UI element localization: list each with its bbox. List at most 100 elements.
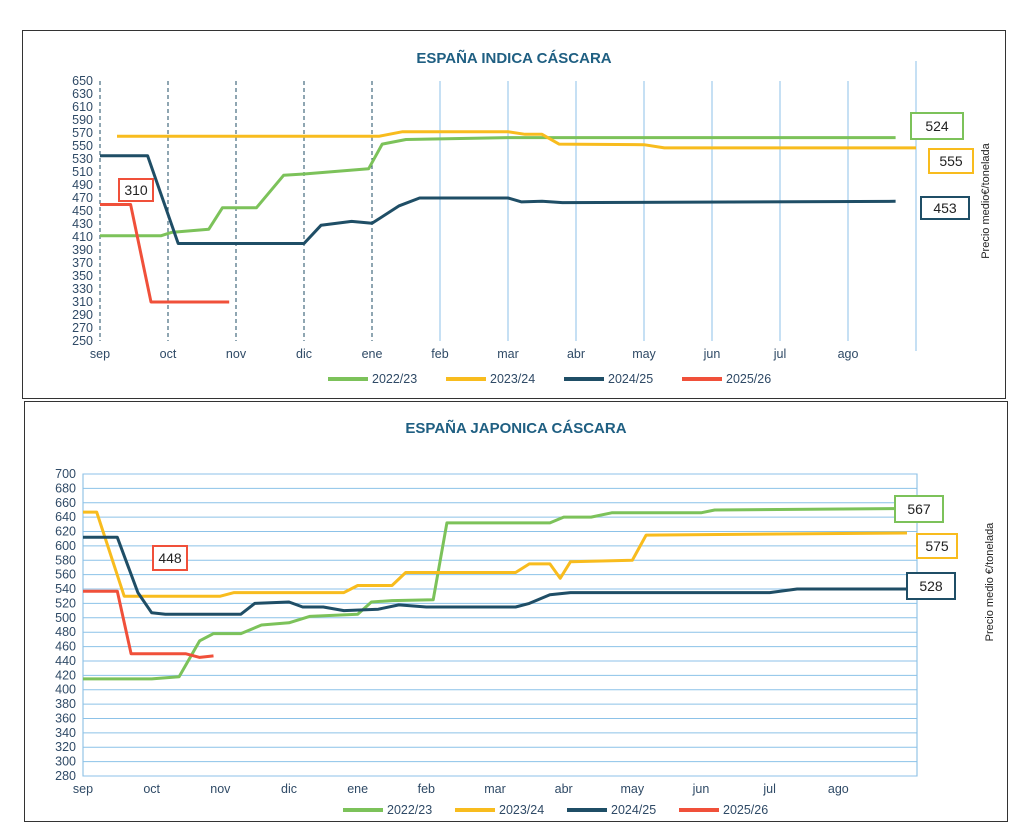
y-tick-label: 330 bbox=[72, 282, 93, 296]
series-line-2023-24 bbox=[117, 130, 916, 150]
y-tick-label: 550 bbox=[72, 139, 93, 153]
value-label: 567 bbox=[907, 501, 931, 517]
x-tick-label: feb bbox=[418, 782, 435, 796]
x-tick-label: mar bbox=[497, 347, 519, 361]
value-label-box bbox=[906, 572, 956, 600]
x-tick-label: dic bbox=[281, 782, 297, 796]
y-tick-label: 410 bbox=[72, 230, 93, 244]
y-tick-label: 680 bbox=[55, 481, 76, 495]
y-tick-label: 600 bbox=[55, 539, 76, 553]
y-tick-label: 250 bbox=[72, 334, 93, 348]
y-tick-label: 650 bbox=[72, 74, 93, 88]
x-tick-label: may bbox=[632, 347, 656, 361]
y-tick-label: 590 bbox=[72, 113, 93, 127]
value-label: 310 bbox=[124, 182, 148, 198]
y-tick-label: 610 bbox=[72, 100, 93, 114]
x-tick-label: nov bbox=[210, 782, 231, 796]
y-tick-label: 440 bbox=[55, 654, 76, 668]
legend-label: 2025/26 bbox=[726, 372, 771, 386]
x-tick-label: jun bbox=[703, 347, 721, 361]
legend-label: 2025/26 bbox=[723, 803, 768, 817]
legend-label: 2024/25 bbox=[608, 372, 653, 386]
value-label: 555 bbox=[939, 153, 963, 169]
y-tick-label: 480 bbox=[55, 625, 76, 639]
series-line-2023-24 bbox=[83, 510, 908, 598]
value-label: 448 bbox=[158, 550, 182, 566]
y-tick-label: 350 bbox=[72, 269, 93, 283]
value-label: 575 bbox=[925, 538, 949, 554]
series-line-2025-26 bbox=[83, 589, 214, 659]
chart-title: ESPAÑA INDICA CÁSCARA bbox=[416, 49, 611, 67]
y-tick-label: 580 bbox=[55, 553, 76, 567]
series-line-2022-23 bbox=[83, 507, 908, 681]
x-tick-label: nov bbox=[226, 347, 247, 361]
y-tick-label: 500 bbox=[55, 611, 76, 625]
value-label-box bbox=[910, 112, 964, 140]
y-tick-label: 660 bbox=[55, 496, 76, 510]
y-tick-label: 450 bbox=[72, 204, 93, 218]
x-tick-label: feb bbox=[431, 347, 448, 361]
legend-label: 2022/23 bbox=[387, 803, 432, 817]
x-tick-label: may bbox=[621, 782, 645, 796]
x-tick-label: ene bbox=[347, 782, 368, 796]
value-label-box bbox=[894, 495, 944, 523]
y-tick-label: 460 bbox=[55, 640, 76, 654]
x-tick-label: sep bbox=[73, 782, 93, 796]
x-tick-label: dic bbox=[296, 347, 312, 361]
y-tick-label: 310 bbox=[72, 295, 93, 309]
value-label-box bbox=[916, 533, 958, 559]
y-tick-label: 700 bbox=[55, 467, 76, 481]
y-tick-label: 380 bbox=[55, 697, 76, 711]
value-label: 524 bbox=[925, 118, 949, 134]
value-label-box bbox=[118, 178, 154, 202]
x-tick-label: ago bbox=[828, 782, 849, 796]
y-tick-label: 570 bbox=[72, 126, 93, 140]
y-tick-label: 370 bbox=[72, 256, 93, 270]
y-tick-label: 520 bbox=[55, 596, 76, 610]
japonica-chart-panel: ESPAÑA JAPONICA CÁSCARA 280 300 320 340 360 38… bbox=[24, 401, 1008, 822]
y-tick-label: 290 bbox=[72, 308, 93, 322]
legend-label: 2023/24 bbox=[499, 803, 544, 817]
value-label: 528 bbox=[919, 578, 943, 594]
value-label: 453 bbox=[933, 200, 957, 216]
indica-chart: ESPAÑA INDICA CÁSCARA2502702903103303503… bbox=[72, 49, 992, 386]
y-tick-label: 630 bbox=[72, 87, 93, 101]
y-tick-label: 470 bbox=[72, 191, 93, 205]
plot-frame bbox=[82, 473, 918, 777]
series-line-2025-26 bbox=[100, 203, 230, 304]
x-tick-label: mar bbox=[484, 782, 506, 796]
x-tick-label: ago bbox=[838, 347, 859, 361]
series-line-2022-23 bbox=[100, 136, 896, 238]
x-tick-label: abr bbox=[555, 782, 573, 796]
value-label-box bbox=[928, 148, 974, 174]
y-tick-label: 320 bbox=[55, 740, 76, 754]
x-tick-label: oct bbox=[143, 782, 160, 796]
legend-label: 2022/23 bbox=[372, 372, 417, 386]
y-axis-label: Precio medio€/tonelada bbox=[980, 142, 992, 258]
x-tick-label: ene bbox=[362, 347, 383, 361]
series-line-2024-25 bbox=[100, 154, 896, 245]
y-tick-label: 300 bbox=[55, 755, 76, 769]
japonica-chart: ESPAÑA JAPONICA CÁSCARA 28030032034036038… bbox=[55, 419, 996, 817]
y-tick-label: 640 bbox=[55, 510, 76, 524]
x-tick-label: jul bbox=[773, 347, 787, 361]
y-tick-label: 510 bbox=[72, 165, 93, 179]
y-tick-label: 490 bbox=[72, 178, 93, 192]
legend-label: 2023/24 bbox=[490, 372, 535, 386]
y-tick-label: 280 bbox=[55, 769, 76, 783]
y-tick-label: 620 bbox=[55, 525, 76, 539]
y-tick-label: 540 bbox=[55, 582, 76, 596]
y-tick-label: 340 bbox=[55, 726, 76, 740]
x-tick-label: jul bbox=[762, 782, 776, 796]
value-label-box bbox=[152, 545, 188, 571]
y-axis-label: Precio medio €/tonelada bbox=[984, 522, 996, 642]
y-tick-label: 360 bbox=[55, 711, 76, 725]
x-tick-label: abr bbox=[567, 347, 585, 361]
chart-title: ESPAÑA JAPONICA CÁSCARA bbox=[405, 419, 626, 437]
legend-label: 2024/25 bbox=[611, 803, 656, 817]
y-tick-label: 430 bbox=[72, 217, 93, 231]
x-tick-label: jun bbox=[692, 782, 710, 796]
x-tick-label: sep bbox=[90, 347, 110, 361]
y-tick-label: 420 bbox=[55, 668, 76, 682]
y-tick-label: 270 bbox=[72, 321, 93, 335]
